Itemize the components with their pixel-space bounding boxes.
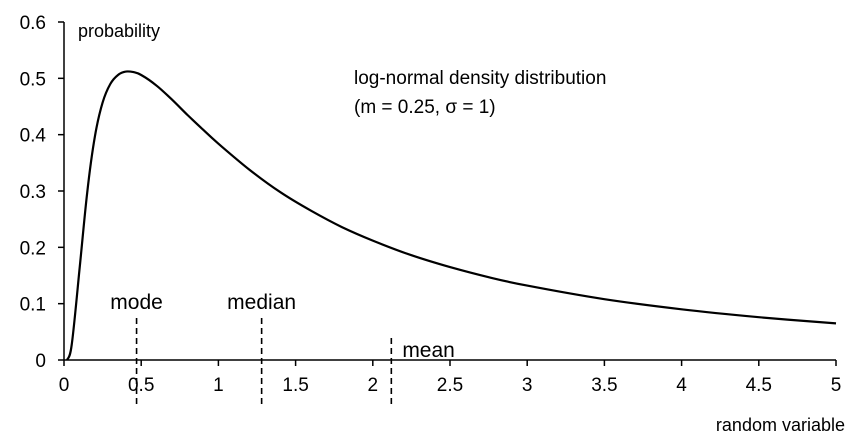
mode-marker-label: mode — [110, 291, 163, 314]
x-tick-label: 1.5 — [282, 375, 308, 396]
x-tick-label: 5 — [831, 375, 842, 396]
x-tick-label: 3 — [522, 375, 533, 396]
x-tick-label: 0.5 — [128, 375, 154, 396]
x-tick-label: 0 — [59, 375, 70, 396]
y-tick-label: 0.6 — [20, 13, 46, 34]
chart-subtitle: (m = 0.25, σ = 1) — [354, 97, 496, 118]
x-tick-label: 4 — [676, 375, 687, 396]
y-tick-label: 0.1 — [20, 295, 46, 316]
x-tick-label: 2.5 — [437, 375, 463, 396]
y-tick-label: 0.4 — [20, 126, 47, 147]
series-layer — [66, 70, 837, 361]
y-tick-label: 0 — [35, 351, 46, 372]
x-tick-label: 3.5 — [591, 375, 617, 396]
y-axis-title: probability — [78, 21, 160, 41]
x-tick-label: 1 — [213, 375, 224, 396]
y-tick-label: 0.2 — [20, 238, 46, 259]
x-tick-label: 4.5 — [746, 375, 772, 396]
median-marker-label: median — [227, 291, 296, 314]
chart-title: log-normal density distribution — [354, 68, 606, 89]
y-axis-ticks: 0 0.1 0.2 0.3 0.4 0.5 0.6 — [20, 13, 64, 372]
x-axis-title: random variable — [716, 415, 845, 435]
y-tick-label: 0.5 — [20, 69, 46, 90]
y-tick-label: 0.3 — [20, 182, 46, 203]
density-curve — [66, 70, 837, 361]
mean-marker-label: mean — [402, 339, 455, 362]
x-tick-label: 2 — [368, 375, 379, 396]
x-axis-ticks: 0 0.5 1 1.5 2 2.5 3 3.5 4 4.5 5 — [59, 360, 842, 396]
marker-layer: mode median mean — [110, 291, 455, 408]
